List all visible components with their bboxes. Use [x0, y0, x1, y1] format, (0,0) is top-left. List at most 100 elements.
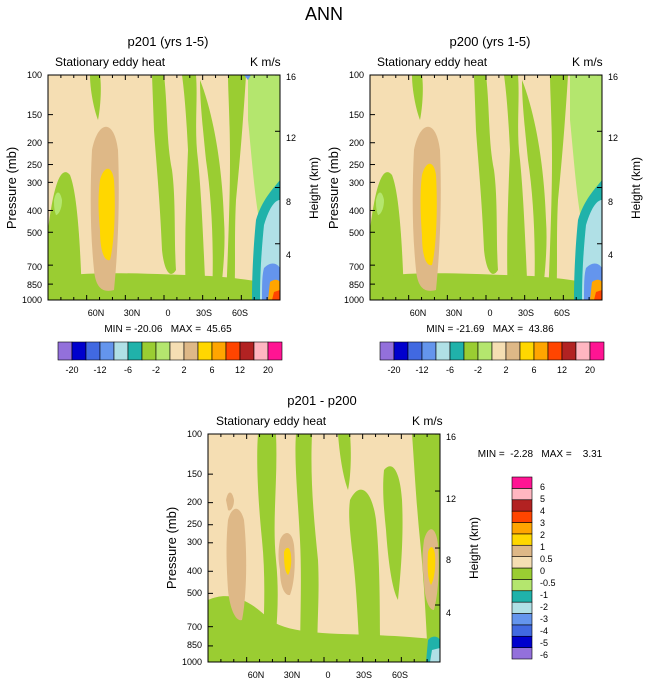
panel-left-label: Stationary eddy heat: [377, 55, 488, 69]
y-tick-label: 200: [27, 138, 42, 148]
colorbar-label: 0: [540, 566, 545, 576]
colorbar-label: -2: [540, 602, 548, 612]
y-tick-labels: 100 150 200 250 300 400 500 700 850 1000: [22, 70, 42, 305]
colorbar-swatch: [57, 341, 73, 361]
colorbar-swatch: [511, 510, 533, 523]
colorbar-swatch: [511, 579, 533, 592]
x-tick-labels: 60N 30N 0 30S 60S: [248, 670, 408, 680]
panel-title: p201 (yrs 1-5): [128, 34, 209, 49]
colorbar: [379, 341, 605, 361]
x-tick-label: 60N: [88, 308, 105, 318]
colorbar: [511, 476, 533, 660]
colorbar-label: -12: [415, 365, 428, 375]
height-tick-label: 12: [446, 494, 456, 504]
colorbar-label: 4: [540, 506, 545, 516]
y-tick-label: 150: [27, 110, 42, 120]
panel-title: p201 - p200: [287, 393, 356, 408]
colorbar-label: 2: [181, 365, 186, 375]
colorbar-labels: -20 -12 -6 -2 2 6 12 20: [387, 365, 595, 375]
y-axis-label: Pressure (mb): [326, 147, 341, 229]
y-tick-label: 300: [187, 537, 202, 547]
panel-units: K m/s: [412, 414, 443, 428]
y-tick-label: 200: [349, 138, 364, 148]
x-tick-label: 60S: [392, 670, 408, 680]
height-axis-label: Height (km): [307, 157, 321, 219]
height-tick-label: 16: [446, 432, 456, 442]
height-tick-label: 4: [286, 250, 291, 260]
x-tick-labels: 60N 30N 0 30S 60S: [410, 308, 570, 318]
y-tick-label: 250: [349, 160, 364, 170]
colorbar-labels: 6 5 4 3 2 1 0.5 0 -0.5 -1 -2 -3 -4 -5 -6: [540, 482, 556, 660]
y-tick-label: 1000: [182, 657, 202, 667]
y-tick-label: 250: [187, 519, 202, 529]
contour-fill: [370, 75, 602, 300]
y-tick-label: 300: [349, 178, 364, 188]
panel-title: p200 (yrs 1-5): [450, 34, 531, 49]
colorbar-swatch: [169, 341, 185, 361]
min-max-stats: MIN = -20.06 MAX = 45.65: [104, 324, 232, 335]
colorbar-swatch: [511, 499, 533, 512]
colorbar-swatch: [99, 341, 115, 361]
colorbar-swatch: [511, 533, 533, 546]
colorbar-swatch: [511, 556, 533, 569]
x-tick-label: 0: [487, 308, 492, 318]
colorbar-swatch: [449, 341, 465, 361]
y-right-tick-labels: 16 12 8 4: [446, 432, 456, 618]
height-tick-label: 8: [608, 197, 613, 207]
colorbar-swatch: [393, 341, 409, 361]
min-max-stats: MIN = -2.28 MAX = 3.31: [478, 449, 603, 460]
x-tick-label: 60N: [410, 308, 427, 318]
height-tick-label: 12: [608, 133, 618, 143]
y-tick-label: 850: [349, 280, 364, 290]
y-tick-label: 400: [349, 206, 364, 216]
y-tick-label: 300: [27, 178, 42, 188]
panel-left-label: Stationary eddy heat: [55, 55, 166, 69]
colorbar-swatch: [511, 613, 533, 626]
colorbar-label: 6: [209, 365, 214, 375]
colorbar-label: -0.5: [540, 578, 556, 588]
y-tick-label: 1000: [344, 295, 364, 305]
y-tick-label: 150: [187, 469, 202, 479]
x-tick-label: 60S: [232, 308, 248, 318]
colorbar-swatch: [253, 341, 269, 361]
colorbar-label: -2: [152, 365, 160, 375]
x-tick-label: 0: [325, 670, 330, 680]
x-tick-label: 30N: [284, 670, 301, 680]
y-tick-label: 1000: [22, 295, 42, 305]
colorbar-label: -3: [540, 614, 548, 624]
panel-left-label: Stationary eddy heat: [216, 414, 327, 428]
colorbar-label: -6: [124, 365, 132, 375]
colorbar-swatch: [511, 488, 533, 501]
colorbar-swatch: [511, 624, 533, 637]
y-tick-label: 200: [187, 497, 202, 507]
colorbar-swatch: [435, 341, 451, 361]
axis-ticks: [208, 433, 440, 663]
axis-ticks: [370, 74, 602, 301]
colorbar-label: 0.5: [540, 554, 553, 564]
y-tick-label: 850: [187, 640, 202, 650]
colorbar-label: -20: [387, 365, 400, 375]
height-tick-label: 4: [608, 250, 613, 260]
y-tick-label: 400: [187, 566, 202, 576]
y-tick-label: 150: [349, 110, 364, 120]
y-tick-label: 850: [27, 280, 42, 290]
height-tick-label: 16: [608, 72, 618, 82]
y-tick-label: 700: [187, 622, 202, 632]
colorbar-label: -2: [474, 365, 482, 375]
colorbar-swatch: [421, 341, 437, 361]
colorbar-swatch: [491, 341, 507, 361]
contour-fill: [48, 75, 280, 300]
panel-p201: p201 (yrs 1-5) Stationary eddy heat K m/…: [4, 34, 321, 375]
colorbar-label: -12: [93, 365, 106, 375]
colorbar-swatch: [197, 341, 213, 361]
x-tick-label: 30N: [446, 308, 463, 318]
colorbar-label: 6: [531, 365, 536, 375]
figure-title: ANN: [305, 4, 343, 24]
colorbar-swatch: [379, 341, 395, 361]
height-tick-label: 12: [286, 133, 296, 143]
height-axis-label: Height (km): [467, 517, 481, 579]
y-axis-label: Pressure (mb): [4, 147, 19, 229]
colorbar-swatch: [533, 341, 549, 361]
colorbar-swatch: [141, 341, 157, 361]
